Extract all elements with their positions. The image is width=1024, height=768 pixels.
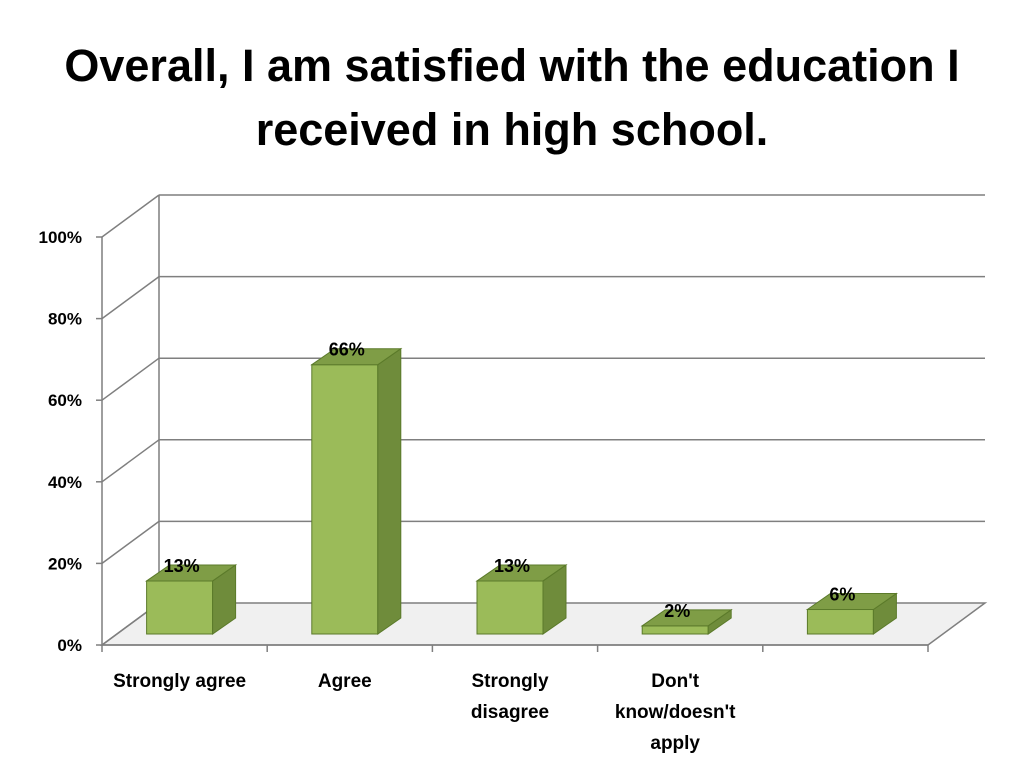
category-label-line: apply [650,733,700,754]
gridline [101,357,985,401]
data-label: 2% [664,601,690,621]
category-label-line: Strongly [471,671,548,692]
bar-side [377,347,402,635]
y-tick-label: 100% [39,228,82,247]
category-label-line: know/doesn't [615,702,736,723]
chart-title: Overall, I am satisfied with the educati… [64,40,960,155]
category-label-line: Don't [651,671,699,692]
gridline-side [101,275,160,320]
bar-front [311,364,379,635]
bar-front [476,580,544,635]
category-label: Don't know/doesn't apply [615,671,736,754]
category-label: Strongly agree [113,671,246,692]
bar [475,564,568,635]
category-label: Strongly disagree [471,671,549,723]
category-label-line: disagree [471,702,549,723]
gridline [101,275,985,320]
bar-front [641,625,709,635]
data-labels: 13% 66% 13% 2% 6% [164,340,856,621]
bar [640,608,733,635]
gridline [101,194,985,238]
bar-top [805,593,898,611]
bar-top [640,609,733,627]
gridline [101,520,985,565]
category-labels: Strongly agree Agree Strongly disagree Don't… [113,671,736,754]
gridlines [101,194,985,646]
y-tick-label: 40% [48,473,82,492]
y-tick-label: 20% [48,554,82,573]
category-label-line: Agree [318,671,372,692]
gridline [101,439,985,483]
y-tick-label: 0% [57,636,82,655]
y-tick-labels: 0% 20% 40% 60% 80% 100% [39,228,82,655]
bar [805,592,898,635]
gridline-side [101,439,160,483]
gridline-side [101,194,160,238]
y-tick-label: 80% [48,310,82,329]
bar-front [146,580,214,635]
category-label: Agree [318,671,372,692]
data-label: 13% [494,556,530,576]
bar-top [145,564,238,582]
bar-top [310,348,403,366]
gridline-side [101,357,160,401]
bars [145,347,898,635]
bar [310,347,403,635]
bar [145,564,238,635]
bar-top [475,564,568,582]
y-tick-label: 60% [48,391,82,410]
gridline-side [101,520,160,565]
axes [96,236,929,652]
data-label: 66% [329,340,365,360]
category-label-line: Strongly agree [113,671,246,692]
bar-front [806,609,874,635]
data-label: 6% [829,585,855,605]
data-label: 13% [164,556,200,576]
